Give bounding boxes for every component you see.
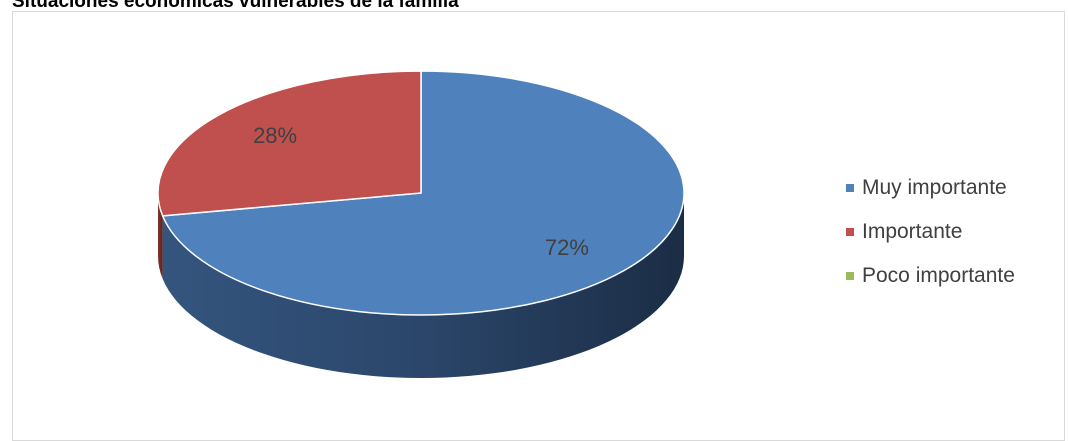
legend-swatch-importante	[846, 228, 854, 236]
pie-slice-importante	[157, 70, 422, 217]
legend-swatch-muy-importante	[846, 184, 854, 192]
legend-label-importante: Importante	[862, 220, 963, 243]
pie-side-muy-importante	[162, 193, 684, 379]
chart-title: Situaciones económicas vulnerables de la…	[12, 0, 459, 12]
legend-item-muy-importante: Muy importante	[846, 166, 1015, 210]
legend-label-muy-importante: Muy importante	[862, 176, 1007, 199]
legend-item-importante: Importante	[846, 210, 1015, 254]
legend: Muy importante Importante Poco important…	[846, 166, 1015, 298]
legend-swatch-poco-importante	[846, 272, 854, 280]
legend-item-poco-importante: Poco importante	[846, 254, 1015, 298]
data-label-muy-importante: 72%	[545, 235, 589, 260]
pie-slice-muy-importante	[161, 70, 685, 316]
legend-label-poco-importante: Poco importante	[862, 264, 1015, 287]
data-label-importante: 28%	[253, 123, 297, 148]
